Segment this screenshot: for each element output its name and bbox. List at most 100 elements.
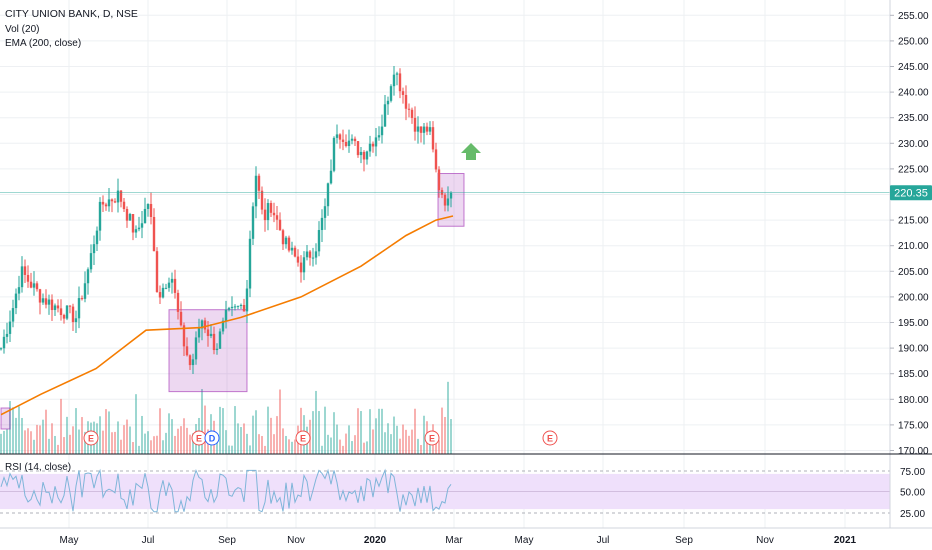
up-arrow-shape[interactable]	[461, 142, 481, 160]
candle-body	[167, 282, 171, 288]
last-price-value: 220.35	[894, 188, 928, 200]
candle-body	[437, 169, 441, 191]
rsi-tick-label: 75.00	[900, 467, 925, 478]
volume-bar	[21, 417, 23, 454]
volume-bar	[438, 440, 440, 454]
ema-indicator-label[interactable]: EMA (200, close)	[5, 38, 81, 49]
candle-body	[302, 257, 306, 273]
candle-body	[248, 238, 252, 289]
rsi-axis[interactable]: 25.00 50.00 75.00	[900, 467, 925, 520]
up-arrow-icon[interactable]	[461, 142, 481, 160]
candle-body	[320, 217, 324, 231]
volume-bar	[117, 421, 119, 454]
candle-body	[218, 331, 222, 349]
candle-body	[110, 199, 114, 202]
candle-body	[0, 348, 3, 350]
volume-bar	[264, 445, 266, 454]
candle-body	[173, 278, 177, 293]
volume-bar	[339, 439, 341, 454]
time-axis[interactable]: May Jul Sep Nov 2020 Mar May Jul Sep Nov 2021	[60, 535, 857, 546]
earnings-marker[interactable]	[295, 430, 311, 446]
candle-body	[176, 292, 180, 312]
candle-body	[311, 257, 315, 259]
annotation-box[interactable]	[0, 407, 11, 430]
candle-body	[230, 306, 234, 309]
volume-bar	[294, 439, 296, 454]
volume-bar	[231, 445, 233, 454]
volume-bar	[60, 398, 62, 454]
volume-indicator-label[interactable]: Vol (20)	[5, 24, 39, 35]
volume-bar	[384, 432, 386, 454]
volume-bar	[192, 433, 194, 454]
volume-bar	[69, 434, 71, 454]
candle-body	[71, 306, 75, 323]
price-tick-label: 250.00	[898, 36, 929, 47]
volume-bar	[282, 428, 284, 454]
candle-body	[101, 201, 105, 205]
earnings-marker[interactable]	[83, 430, 99, 446]
volume-bar	[219, 406, 221, 454]
candle-body	[281, 230, 285, 245]
volume-bar	[75, 408, 77, 454]
volume-bar	[348, 425, 350, 454]
volume-bar	[237, 423, 239, 454]
candle-body	[119, 190, 123, 202]
volume-bar	[285, 435, 287, 454]
volume-bar	[435, 436, 437, 454]
candle-body	[26, 274, 30, 282]
candle-body	[359, 151, 363, 156]
candle-body	[443, 194, 447, 206]
price-axis[interactable]: 255.00 250.00 245.00 240.00 235.00 230.00 225.…	[890, 11, 929, 457]
volume-bar	[414, 408, 416, 454]
volume-bar	[189, 434, 191, 454]
event-marker-label: E	[429, 434, 435, 444]
earnings-marker[interactable]	[424, 430, 440, 446]
volume-bar	[129, 426, 131, 454]
volume-bar	[201, 389, 203, 454]
candle-body	[125, 209, 129, 221]
candle-body	[365, 151, 369, 160]
candle-body	[422, 126, 426, 133]
price-tick-label: 210.00	[898, 241, 929, 252]
candle-body	[113, 201, 117, 203]
time-tick-label: Sep	[675, 535, 693, 546]
volume-bar	[261, 436, 263, 454]
volume-bar	[126, 419, 128, 454]
earnings-marker[interactable]	[542, 430, 558, 446]
grid	[0, 0, 890, 528]
candle-body	[362, 151, 366, 160]
volume-bar	[276, 416, 278, 454]
volume-bar	[63, 437, 65, 454]
candle-body	[431, 127, 435, 150]
candle-body	[11, 308, 15, 322]
candle-body	[344, 141, 348, 147]
candle-body	[338, 134, 342, 140]
rsi-indicator-label[interactable]: RSI (14, close)	[5, 462, 71, 473]
volume-bar	[273, 434, 275, 454]
volume-bar	[318, 411, 320, 454]
candle-body	[149, 203, 153, 217]
time-tick-label: Sep	[218, 535, 236, 546]
candle-body	[386, 100, 390, 105]
candle-body	[449, 192, 453, 199]
candle-body	[323, 206, 327, 218]
candle-body	[74, 318, 78, 323]
price-tick-label: 215.00	[898, 216, 929, 227]
candle-body	[215, 348, 219, 351]
volume-bar	[375, 418, 377, 454]
dividend-marker[interactable]	[204, 430, 220, 446]
candle-body	[155, 251, 159, 293]
symbol-title[interactable]: CITY UNION BANK, D, NSE	[5, 8, 138, 20]
candle-body	[44, 298, 48, 305]
volume-bar	[162, 440, 164, 454]
volume-bar	[390, 434, 392, 454]
candle-body	[38, 289, 42, 303]
candle-body	[107, 199, 111, 207]
volume-bar	[330, 437, 332, 454]
candle-body	[29, 281, 33, 288]
time-tick-label: 2021	[834, 535, 857, 546]
last-price-tag: 220.35	[890, 185, 932, 201]
